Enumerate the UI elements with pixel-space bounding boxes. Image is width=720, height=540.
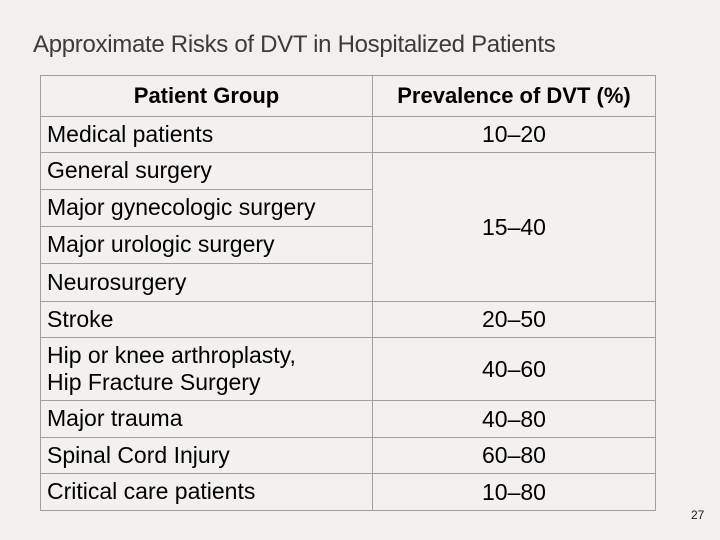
table-row: Hip or knee arthroplasty, Hip Fracture S… [40,337,656,401]
patient-group-cell: Hip or knee arthroplasty, Hip Fracture S… [40,337,373,401]
prevalence-cell-merged: 15–40 [372,152,656,302]
prevalence-cell: 40–60 [372,337,656,401]
table-row: Spinal Cord Injury 60–80 [40,437,656,474]
column-header-patient-group: Patient Group [40,75,373,117]
patient-group-cell: Major trauma [40,400,373,438]
patient-group-cell: Neurosurgery [40,263,373,302]
page-number: 27 [691,508,705,522]
patient-group-cell: Major gynecologic surgery [40,189,373,227]
patient-group-cell: Stroke [40,301,373,338]
patient-group-cell: General surgery [40,152,373,190]
prevalence-cell: 60–80 [372,437,656,474]
patient-group-cell: Medical patients [40,116,373,153]
table-row: Stroke 20–50 [40,301,656,338]
table-header-row: Patient Group Prevalence of DVT (%) [40,75,656,117]
table-row: General surgery 15–40 [40,152,656,302]
table-row: Major gynecologic surgery [40,189,656,227]
prevalence-cell: 20–50 [372,301,656,338]
prevalence-cell: 10–80 [372,473,656,511]
table-row: Major trauma 40–80 [40,400,656,438]
table-row: Medical patients 10–20 [40,116,656,153]
slide-title: Approximate Risks of DVT in Hospitalized… [33,31,556,58]
patient-group-cell: Spinal Cord Injury [40,437,373,474]
prevalence-cell: 10–20 [372,116,656,153]
patient-group-cell: Critical care patients [40,473,373,511]
table-row: Critical care patients 10–80 [40,473,656,511]
patient-group-cell: Major urologic surgery [40,226,373,264]
column-header-prevalence: Prevalence of DVT (%) [372,75,656,117]
dvt-risk-table: Patient Group Prevalence of DVT (%) Medi… [40,75,656,511]
prevalence-cell: 40–80 [372,400,656,438]
